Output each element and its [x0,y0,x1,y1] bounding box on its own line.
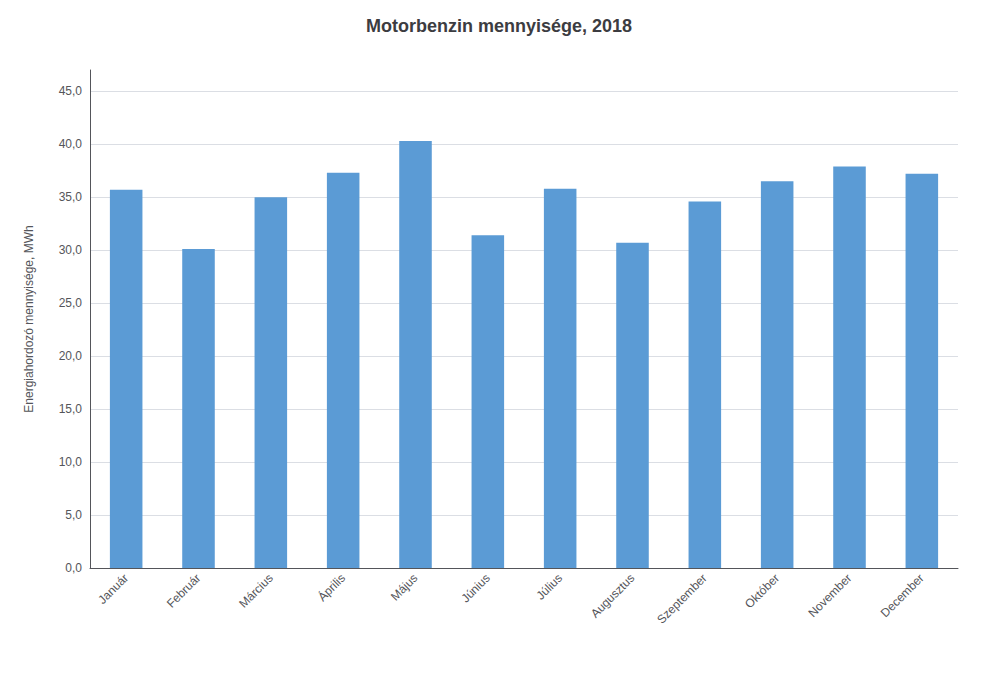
svg-text:Energiahordozó mennyisége, MWh: Energiahordozó mennyisége, MWh [22,225,36,412]
svg-text:35,0: 35,0 [59,190,83,204]
svg-text:10,0: 10,0 [59,455,83,469]
svg-text:0,0: 0,0 [65,561,82,575]
svg-text:15,0: 15,0 [59,402,83,416]
svg-text:December: December [878,571,927,620]
svg-text:Június: Június [458,571,492,605]
svg-text:Április: Április [314,570,348,604]
svg-text:20,0: 20,0 [59,349,83,363]
svg-text:Január: Január [95,571,131,607]
svg-text:45,0: 45,0 [59,84,83,98]
svg-text:Február: Február [164,571,204,611]
svg-text:25,0: 25,0 [59,296,83,310]
svg-text:30,0: 30,0 [59,243,83,257]
svg-text:November: November [805,571,854,620]
svg-text:Szeptember: Szeptember [654,571,710,627]
svg-text:40,0: 40,0 [59,137,83,151]
svg-text:Augusztus: Augusztus [588,571,637,620]
svg-text:Március: Március [236,571,276,611]
svg-text:Július: Július [534,571,566,603]
svg-text:Október: Október [742,571,782,611]
svg-text:5,0: 5,0 [65,508,82,522]
svg-text:Május: Május [388,571,421,604]
svg-text:Motorbenzin mennyisége, 2018: Motorbenzin mennyisége, 2018 [366,16,632,36]
